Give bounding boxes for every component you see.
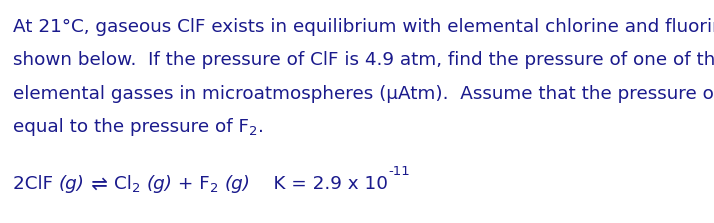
Text: ⇌: ⇌ xyxy=(85,175,114,194)
Text: .: . xyxy=(258,118,263,136)
Text: (g): (g) xyxy=(59,175,85,193)
Text: (g): (g) xyxy=(146,175,172,193)
Text: 2ClF: 2ClF xyxy=(13,175,59,193)
Text: 2: 2 xyxy=(210,182,218,195)
Text: At 21°C, gaseous ClF exists in equilibrium with elemental chlorine and fluorine,: At 21°C, gaseous ClF exists in equilibri… xyxy=(13,18,714,36)
Text: Cl: Cl xyxy=(114,175,132,193)
Text: -11: -11 xyxy=(388,165,410,178)
Text: K = 2.9 x 10: K = 2.9 x 10 xyxy=(250,175,388,193)
Text: 2: 2 xyxy=(249,125,258,138)
Text: shown below.  If the pressure of ClF is 4.9 atm, find the pressure of one of the: shown below. If the pressure of ClF is 4… xyxy=(13,51,714,69)
Text: elemental gasses in microatmospheres (μAtm).  Assume that the pressure of Cl: elemental gasses in microatmospheres (μA… xyxy=(13,85,714,103)
Text: + F: + F xyxy=(172,175,210,193)
Text: equal to the pressure of F: equal to the pressure of F xyxy=(13,118,249,136)
Text: 2: 2 xyxy=(132,182,140,195)
Text: (g): (g) xyxy=(224,175,250,193)
